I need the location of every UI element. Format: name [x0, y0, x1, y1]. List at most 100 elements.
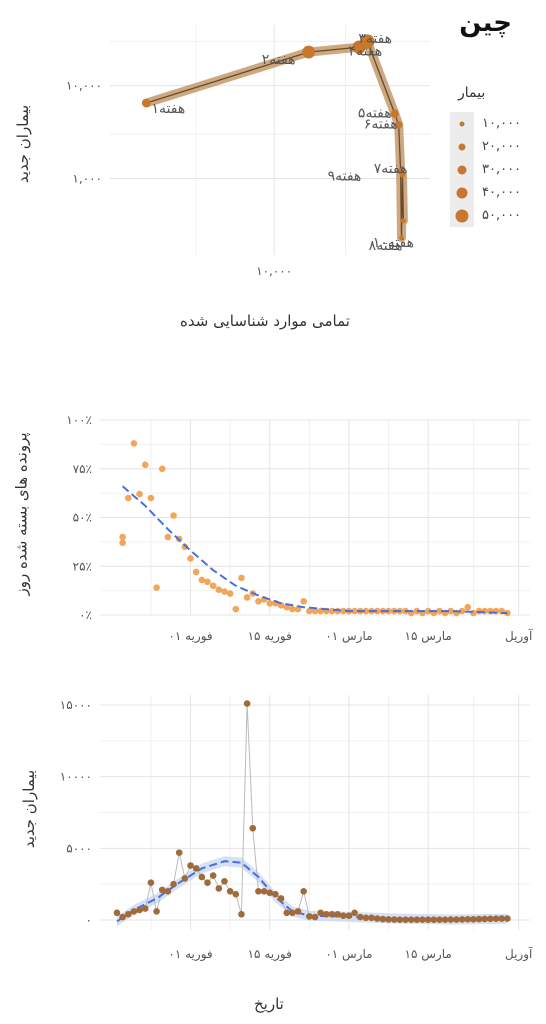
data-point: [368, 914, 375, 922]
data-point: [413, 916, 421, 923]
data-point: [209, 582, 217, 590]
data-point: [394, 120, 403, 129]
data-point: [441, 916, 449, 923]
data-point: [153, 908, 160, 915]
data-point: [232, 890, 240, 898]
data-point: [302, 45, 316, 59]
y-tick-label: ۰٪: [79, 608, 92, 622]
data-point: [487, 915, 494, 923]
point-label: هفته۲: [262, 52, 296, 68]
y-tick-label: ۰: [86, 913, 92, 927]
data-point: [255, 598, 262, 605]
data-point: [226, 590, 234, 597]
legend-item: ۴۰,۰۰۰: [450, 181, 521, 204]
data-point: [158, 465, 166, 473]
data-point: [141, 461, 149, 469]
data-point: [147, 879, 155, 887]
series-line: [146, 40, 405, 238]
data-point: [147, 494, 155, 502]
legend-label: ۵۰,۰۰۰: [482, 208, 522, 223]
data-point: [238, 910, 245, 918]
data-point: [373, 915, 381, 922]
x-tick-label: ۱۵ فوریه: [248, 947, 292, 962]
data-point: [470, 915, 477, 923]
data-point: [458, 607, 466, 615]
legend-label: ۲۰,۰۰۰: [482, 139, 522, 154]
data-point: [204, 578, 211, 586]
trend-band: [141, 36, 408, 243]
data-point: [424, 607, 432, 615]
data-point: [436, 607, 443, 615]
x-tick-label: ۱۵ فوریه: [248, 629, 292, 644]
data-point: [209, 872, 217, 879]
data-point: [243, 700, 251, 707]
data-point: [153, 584, 160, 591]
y-tick-label: ۱۰,۰۰۰: [66, 79, 102, 93]
data-point: [464, 603, 472, 611]
data-point: [323, 910, 330, 918]
data-point: [356, 913, 364, 921]
data-point: [481, 915, 489, 923]
data-point: [170, 512, 177, 519]
data-point: [362, 914, 370, 922]
point-label: هفته۳: [358, 31, 392, 47]
data-point: [390, 916, 398, 923]
y-tick-label: ۱۰۰۰۰: [60, 770, 92, 784]
data-point: [504, 915, 511, 922]
data-point: [470, 609, 477, 617]
chart-3-plot: ۰۱ فوریه ۱۵ فوریه ۰۱ مارس ۱۵ مارس آوریل ۰ ۵۰۰۰…: [60, 695, 533, 962]
data-point: [192, 865, 200, 872]
data-point: [141, 905, 149, 912]
data-point: [283, 909, 291, 917]
data-point: [436, 916, 443, 923]
data-point: [238, 574, 245, 582]
data-point: [453, 916, 460, 923]
data-point: [260, 888, 268, 895]
data-point: [311, 913, 319, 921]
x-tick-label: ۱۵ مارس: [405, 629, 452, 644]
x-tick-label: ۰۱ فوریه: [168, 629, 212, 644]
data-point: [402, 916, 409, 923]
data-point: [334, 910, 341, 918]
point-label: هفته۸: [369, 238, 403, 254]
data-point: [407, 916, 415, 923]
chart-2-y-axis-label: پرونده های بسته شده روز: [12, 432, 31, 596]
data-point: [399, 171, 406, 178]
legend-circle-icon: [458, 143, 466, 150]
point-label: هفته۴: [349, 43, 383, 59]
data-point: [187, 862, 194, 869]
data-point: [215, 885, 223, 892]
data-point: [243, 594, 251, 601]
data-point: [289, 605, 296, 613]
chart-2-plot: ۰۱ فوریه ۱۵ فوریه ۰۱ مارس ۱۵ مارس آوریل ۰٪ ۲۵٪…: [66, 413, 533, 644]
x-tick-label: ۰۱ فوریه: [168, 947, 212, 962]
data-point: [424, 916, 432, 923]
point-label: هفته۹: [328, 169, 362, 185]
x-tick-label: ۱۵ مارس: [405, 947, 452, 962]
data-point: [360, 34, 375, 49]
data-point: [399, 235, 404, 241]
page-title: چین: [459, 8, 512, 38]
data-point: [215, 586, 223, 593]
data-point: [289, 909, 296, 917]
chart-3-x-axis-label: تاریخ: [254, 995, 284, 1013]
data-point: [266, 600, 274, 607]
data-point: [498, 915, 506, 922]
data-point: [339, 607, 347, 615]
data-point: [192, 568, 200, 576]
data-point: [277, 895, 285, 902]
data-point: [300, 598, 307, 605]
legend-title: بیمار: [458, 85, 486, 101]
data-point: [113, 909, 121, 917]
chart-3-y-axis-label: بیماران جدید: [20, 769, 39, 849]
legend-circle-icon: [455, 209, 469, 222]
data-point: [187, 555, 194, 562]
data-point: [379, 915, 387, 923]
data-point: [119, 913, 126, 921]
data-point: [430, 916, 438, 923]
y-tick-label: ۵۰٪: [73, 511, 92, 525]
data-point: [204, 879, 211, 887]
data-point: [385, 916, 392, 923]
legend-item: ۳۰,۰۰۰: [450, 158, 521, 181]
data-point: [266, 889, 274, 897]
